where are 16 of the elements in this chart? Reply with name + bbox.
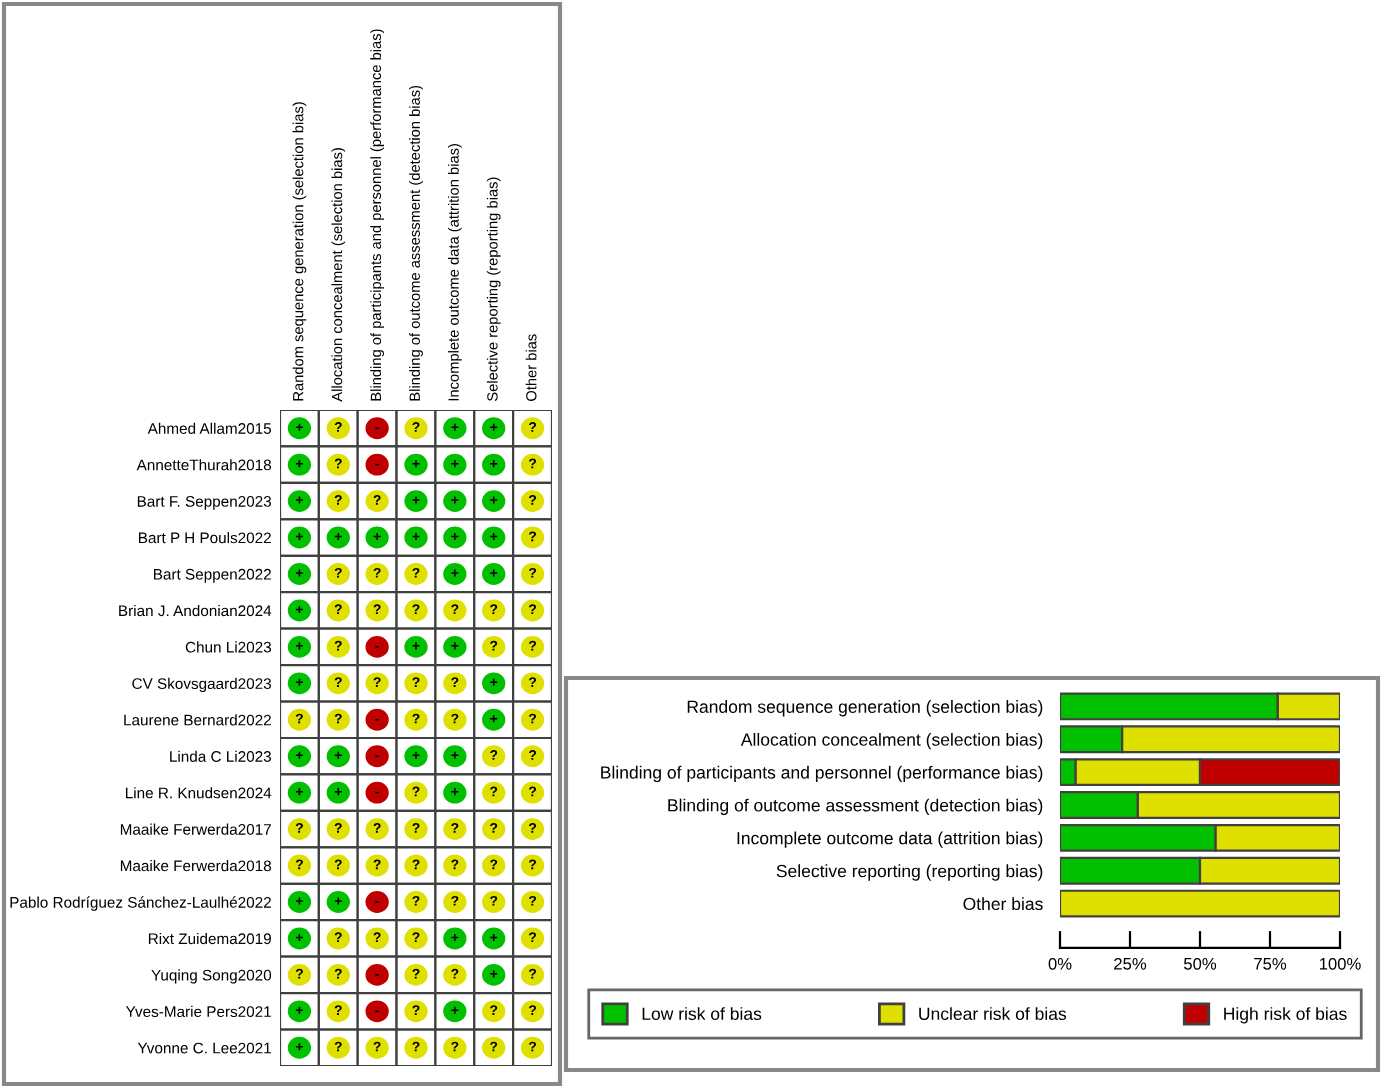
y-tick-label: Random sequence generation (selection bias) xyxy=(687,700,1043,717)
y-tick-label: Blinding of outcome assessment (detection bias) xyxy=(668,798,1043,815)
y-tick-label: Other bias xyxy=(963,897,1043,911)
legend-label: High risk of bias xyxy=(1224,1007,1347,1024)
y-tick-label: Allocation concealment (selection bias) xyxy=(740,732,1043,750)
x-tick-label: 50% xyxy=(1183,957,1217,970)
x-tick-label: 25% xyxy=(1114,957,1147,970)
legend-label: Unclear risk of bias xyxy=(919,1007,1067,1020)
y-tick-label: Selective reporting (reporting bias) xyxy=(776,864,1043,881)
x-tick-label: 0% xyxy=(1048,957,1072,970)
x-tick-label: 100% xyxy=(1319,957,1361,970)
legend-label: Low risk of bias xyxy=(642,1007,762,1020)
y-tick-label: Incomplete outcome data (attrition bias) xyxy=(737,831,1043,848)
x-tick-label: 75% xyxy=(1254,958,1287,970)
y-tick-label: Blinding of participants and personnel (performance bias) xyxy=(601,765,1043,783)
bar xyxy=(1060,889,1340,918)
